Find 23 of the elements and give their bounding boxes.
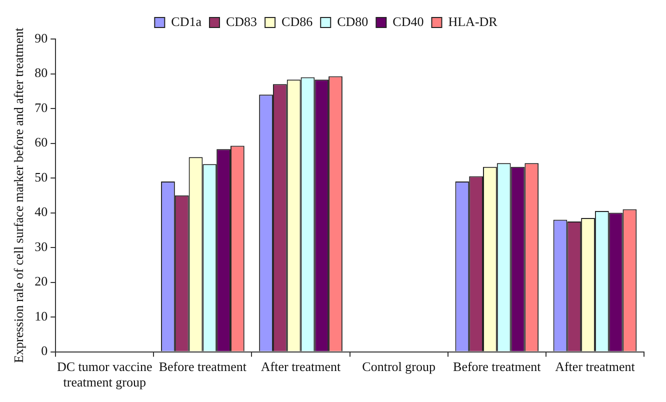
y-tick-label: 70 bbox=[34, 100, 48, 115]
legend-label: CD1a bbox=[171, 14, 202, 29]
y-tick-label: 0 bbox=[41, 343, 48, 358]
y-tick-label: 60 bbox=[34, 134, 48, 150]
x-tick-label: Control group bbox=[362, 359, 436, 374]
y-tick-label: 90 bbox=[34, 30, 48, 46]
y-tick-label: 10 bbox=[34, 308, 48, 324]
x-tick-label: After treatment bbox=[555, 359, 636, 374]
y-tick-label: 40 bbox=[34, 204, 48, 220]
legend-label: CD86 bbox=[282, 14, 314, 29]
y-tick-label: 80 bbox=[34, 65, 48, 80]
y-tick-label: 30 bbox=[34, 238, 48, 254]
x-tick-label: DC tumor vaccine treatment group bbox=[56, 359, 153, 390]
legend-label: CD83 bbox=[226, 14, 258, 29]
x-tick-label: Before treatment bbox=[453, 359, 542, 374]
legend-label: CD40 bbox=[392, 14, 424, 29]
y-axis-title: Expression rale of cell surface marker before and after treatment bbox=[11, 27, 26, 364]
x-tick-label: Before treatment bbox=[158, 359, 247, 374]
y-tick-label: 50 bbox=[34, 169, 48, 184]
legend-label: HLA-DR bbox=[448, 14, 498, 29]
legend-label: CD80 bbox=[337, 14, 368, 29]
x-tick-label: After treatment bbox=[260, 359, 342, 374]
y-tick-label: 20 bbox=[34, 274, 48, 289]
